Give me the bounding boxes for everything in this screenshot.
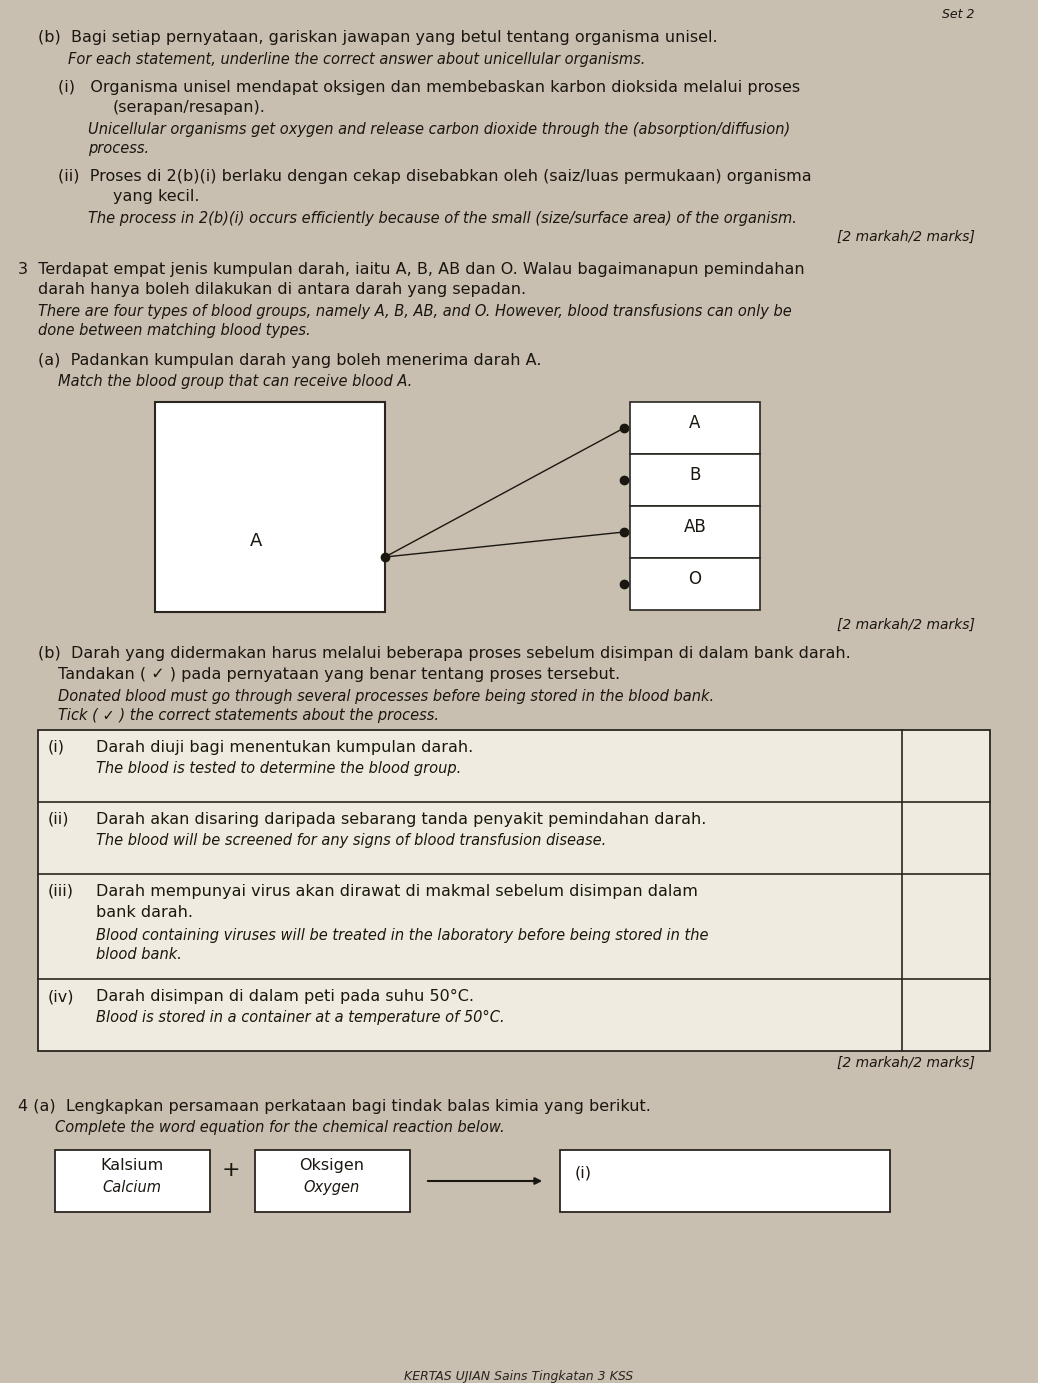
Text: Darah diuji bagi menentukan kumpulan darah.: Darah diuji bagi menentukan kumpulan dar… [95, 740, 473, 755]
Text: blood bank.: blood bank. [95, 947, 182, 963]
Bar [630, 506, 760, 557]
Text: (b)  Darah yang didermakan harus melalui beberapa proses sebelum disimpan di dal: (b) Darah yang didermakan harus melalui … [38, 646, 851, 661]
Text: darah hanya boleh dilakukan di antara darah yang sepadan.: darah hanya boleh dilakukan di antara da… [38, 282, 526, 297]
Text: done between matching blood types.: done between matching blood types. [38, 324, 310, 337]
Text: (serapan/resapan).: (serapan/resapan). [113, 100, 266, 115]
Text: AB: AB [684, 519, 707, 537]
Bar [55, 1151, 210, 1212]
Text: A: A [250, 532, 263, 550]
Text: O: O [688, 570, 702, 588]
Text: B: B [689, 466, 701, 484]
Text: Darah disimpan di dalam peti pada suhu 50°C.: Darah disimpan di dalam peti pada suhu 5… [95, 989, 474, 1004]
Text: [2 markah/2 marks]: [2 markah/2 marks] [837, 618, 975, 632]
Bar [255, 1151, 410, 1212]
Bar [630, 402, 760, 454]
Text: 4 (a)  Lengkapkan persamaan perkataan bagi tindak balas kimia yang berikut.: 4 (a) Lengkapkan persamaan perkataan bag… [18, 1099, 651, 1113]
Text: (a)  Padankan kumpulan darah yang boleh menerima darah A.: (a) Padankan kumpulan darah yang boleh m… [38, 353, 542, 368]
Bar [38, 730, 990, 1051]
Text: (i): (i) [575, 1164, 592, 1180]
Text: (iii): (iii) [48, 884, 74, 899]
Text: Oxygen: Oxygen [304, 1180, 360, 1195]
Text: The blood is tested to determine the blood group.: The blood is tested to determine the blo… [95, 761, 461, 776]
Text: The blood will be screened for any signs of blood transfusion disease.: The blood will be screened for any signs… [95, 833, 606, 848]
Text: process.: process. [88, 141, 149, 156]
Bar [630, 454, 760, 506]
Text: yang kecil.: yang kecil. [113, 189, 199, 205]
Bar [630, 557, 760, 610]
Text: 3  Terdapat empat jenis kumpulan darah, iaitu A, B, AB dan O. Walau bagaimanapun: 3 Terdapat empat jenis kumpulan darah, i… [18, 261, 804, 277]
Text: [2 markah/2 marks]: [2 markah/2 marks] [837, 230, 975, 243]
Text: KERTAS UJIAN Sains Tingkatan 3 KSS: KERTAS UJIAN Sains Tingkatan 3 KSS [405, 1371, 633, 1383]
Text: Unicellular organisms get oxygen and release carbon dioxide through the (absorpt: Unicellular organisms get oxygen and rel… [88, 122, 790, 137]
Text: Tick ( ✓ ) the correct statements about the process.: Tick ( ✓ ) the correct statements about … [58, 708, 439, 723]
Text: For each statement, underline the correct answer about unicellular organisms.: For each statement, underline the correc… [69, 53, 646, 66]
Text: Donated blood must go through several processes before being stored in the blood: Donated blood must go through several pr… [58, 689, 714, 704]
Text: [2 markah/2 marks]: [2 markah/2 marks] [837, 1057, 975, 1070]
Text: Match the blood group that can receive blood A.: Match the blood group that can receive b… [58, 373, 412, 389]
Text: Complete the word equation for the chemical reaction below.: Complete the word equation for the chemi… [55, 1120, 504, 1135]
Text: The process in 2(b)(i) occurs efficiently because of the small (size/surface are: The process in 2(b)(i) occurs efficientl… [88, 212, 797, 225]
Text: (i): (i) [48, 740, 65, 755]
Text: Calcium: Calcium [103, 1180, 162, 1195]
Text: (b)  Bagi setiap pernyataan, gariskan jawapan yang betul tentang organisma unise: (b) Bagi setiap pernyataan, gariskan jaw… [38, 30, 717, 46]
Text: (i)   Organisma unisel mendapat oksigen dan membebaskan karbon dioksida melalui : (i) Organisma unisel mendapat oksigen da… [58, 80, 800, 95]
Text: There are four types of blood groups, namely A, B, AB, and O. However, blood tra: There are four types of blood groups, na… [38, 304, 792, 319]
Text: Set 2: Set 2 [943, 8, 975, 21]
Text: bank darah.: bank darah. [95, 904, 193, 920]
Text: Tandakan ( ✓ ) pada pernyataan yang benar tentang proses tersebut.: Tandakan ( ✓ ) pada pernyataan yang bena… [58, 667, 620, 682]
Text: Oksigen: Oksigen [300, 1158, 364, 1173]
Text: +: + [222, 1160, 241, 1180]
Text: Blood containing viruses will be treated in the laboratory before being stored i: Blood containing viruses will be treated… [95, 928, 709, 943]
Text: (ii): (ii) [48, 812, 70, 827]
Text: A: A [689, 414, 701, 431]
Bar [559, 1151, 890, 1212]
Text: (ii)  Proses di 2(b)(i) berlaku dengan cekap disebabkan oleh (saiz/luas permukaa: (ii) Proses di 2(b)(i) berlaku dengan ce… [58, 169, 812, 184]
Text: Blood is stored in a container at a temperature of 50°C.: Blood is stored in a container at a temp… [95, 1010, 504, 1025]
Bar [155, 402, 385, 613]
Text: Kalsium: Kalsium [101, 1158, 164, 1173]
Text: Darah mempunyai virus akan dirawat di makmal sebelum disimpan dalam: Darah mempunyai virus akan dirawat di ma… [95, 884, 698, 899]
Text: Darah akan disaring daripada sebarang tanda penyakit pemindahan darah.: Darah akan disaring daripada sebarang ta… [95, 812, 707, 827]
Text: (iv): (iv) [48, 989, 75, 1004]
